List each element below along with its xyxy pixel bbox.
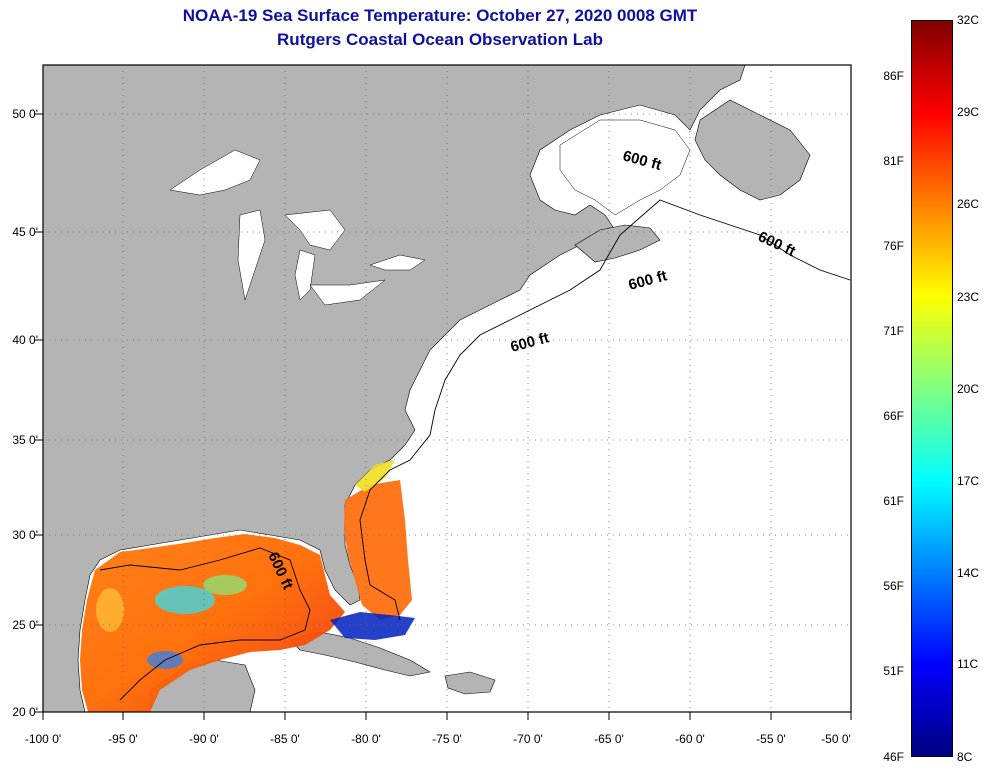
- sst-warm-patch: [96, 588, 124, 632]
- lon-label: -90 0': [189, 732, 219, 746]
- newfoundland-land: [694, 99, 811, 201]
- sst-gulf-of-mexico: [80, 534, 345, 712]
- sst-bahamas-artifact: [330, 612, 415, 640]
- colorbar-fahrenheit-label: 71F: [883, 324, 904, 338]
- colorbar-celsius-label: 20C: [957, 382, 980, 396]
- lat-label: 25 0': [12, 618, 38, 632]
- sst-cool-patch: [155, 586, 215, 614]
- lon-label: -80 0': [351, 732, 381, 746]
- colorbar-celsius-label: 8C: [957, 750, 973, 764]
- temperature-colorbar: [911, 20, 953, 757]
- lon-label: -50 0': [821, 732, 851, 746]
- lat-label: 40 0': [12, 333, 38, 347]
- lon-label: -75 0': [432, 732, 462, 746]
- axis-ticks: [35, 113, 852, 720]
- sst-atlantic-florida: [344, 480, 412, 620]
- sst-cool-patch: [203, 575, 247, 595]
- gulf-of-st-lawrence: [559, 119, 691, 216]
- colorbar-celsius-label: 23C: [957, 290, 980, 304]
- lon-label: -95 0': [108, 732, 138, 746]
- colorbar-celsius-label: 11C: [957, 657, 979, 671]
- lat-label: 30 0': [12, 528, 38, 542]
- colorbar-fahrenheit-label: 61F: [883, 494, 904, 508]
- lat-label: 50 0': [12, 107, 38, 121]
- colorbar-celsius-label: 29C: [957, 105, 980, 119]
- hispaniola-land: [444, 671, 496, 695]
- sst-georgia-shelf: [355, 460, 395, 492]
- colorbar-fahrenheit-label: 51F: [883, 664, 904, 678]
- north-america-land: [43, 65, 746, 712]
- map-title: NOAA-19 Sea Surface Temperature: October…: [182, 6, 698, 25]
- colorbar-celsius-label: 17C: [957, 474, 980, 488]
- depth-contour-600ft: [99, 199, 851, 701]
- lon-label: -70 0': [513, 732, 543, 746]
- colorbar-fahrenheit-label: 86F: [883, 69, 904, 83]
- lon-label: -85 0': [270, 732, 300, 746]
- lat-label: 20 0': [12, 705, 38, 719]
- lat-label: 35 0': [12, 433, 38, 447]
- colorbar-fahrenheit-label: 81F: [883, 154, 904, 168]
- colorbar-fahrenheit-label: 56F: [883, 579, 904, 593]
- colorbar-fahrenheit-label: 66F: [883, 409, 904, 423]
- nova-scotia-land: [574, 224, 661, 263]
- lat-label: 45 0': [12, 225, 38, 239]
- colorbar-celsius-label: 14C: [957, 566, 980, 580]
- lon-label: -65 0': [594, 732, 624, 746]
- lon-label: -60 0': [675, 732, 705, 746]
- lon-label: -55 0': [756, 732, 786, 746]
- map-subtitle: Rutgers Coastal Ocean Observation Lab: [277, 30, 603, 49]
- colorbar-fahrenheit-label: 76F: [883, 239, 904, 253]
- lon-label: -100 0': [24, 732, 62, 746]
- colorbar-fahrenheit-label: 46F: [883, 750, 904, 764]
- colorbar-celsius-label: 26C: [957, 197, 980, 211]
- colorbar-celsius-label: 32C: [957, 13, 980, 27]
- great-lakes: [169, 149, 426, 306]
